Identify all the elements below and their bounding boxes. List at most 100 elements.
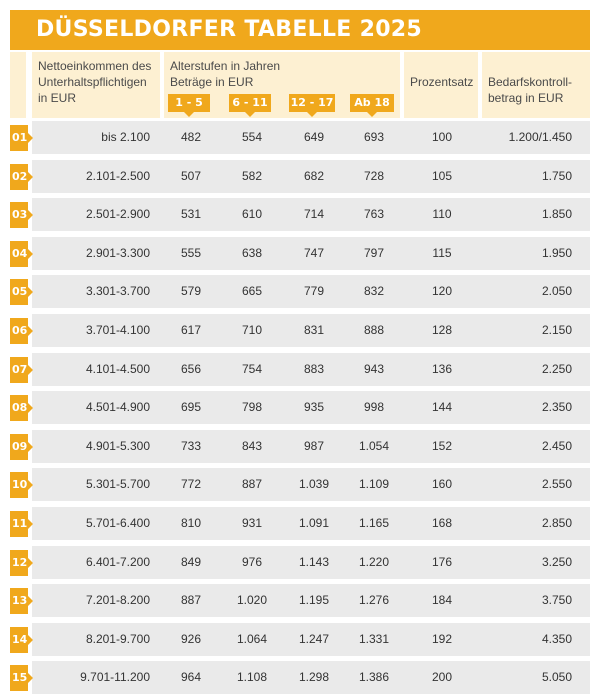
cell-a4: 943 xyxy=(363,361,385,376)
age-group-badge-3: 12 - 17 xyxy=(289,94,335,117)
cell-a3: 714 xyxy=(303,207,325,222)
row-background xyxy=(32,584,590,618)
cell-a2: 582 xyxy=(241,168,263,183)
cell-a1: 507 xyxy=(180,168,202,183)
age-group-badge-4: Ab 18 xyxy=(350,94,394,117)
cell-a3: 649 xyxy=(303,130,325,144)
age-group-badge-1: 1 - 5 xyxy=(168,94,210,117)
cell-a1: 926 xyxy=(180,631,202,646)
cell-pct: 160 xyxy=(431,477,453,492)
header-age-line-2: Beträge in EUR xyxy=(170,75,254,89)
table-row: 13 7.201-8.200 887 1.020 1.195 1.276 184 3.750 xyxy=(10,584,590,618)
header-income-line-1: Nettoeinkommen des xyxy=(38,59,152,73)
table-row: 15 9.701-11.200 964 1.108 1.298 1.386 200 5.050 xyxy=(10,661,590,695)
row-number-tab: 03 xyxy=(10,202,33,229)
cell-a3: 1.195 xyxy=(298,593,330,608)
cell-control: 3.750 xyxy=(541,593,572,608)
cell-control: 2.450 xyxy=(541,438,572,453)
cell-pct: 168 xyxy=(431,516,453,530)
cell-pct: 184 xyxy=(431,593,453,608)
cell-a2: 754 xyxy=(241,361,263,376)
row-background xyxy=(32,391,590,425)
table-row: 07 4.101-4.500 656 754 883 943 136 2.250 xyxy=(10,352,590,386)
cell-a4: 728 xyxy=(363,168,385,183)
cell-a1: 531 xyxy=(180,207,202,222)
cell-a2: 665 xyxy=(241,284,263,299)
cell-a3: 831 xyxy=(303,323,325,337)
header-control-line-1: Bedarfskontroll- xyxy=(488,75,573,89)
row-number-tab: 07 xyxy=(10,356,33,383)
cell-a4: 1.165 xyxy=(358,516,390,530)
cell-a3: 1.298 xyxy=(298,670,330,685)
cell-income: 2.101-2.500 xyxy=(85,168,150,183)
header-income-line-3: in EUR xyxy=(38,91,77,105)
table-row: 10 5.301-5.700 772 887 1.039 1.109 160 2.550 xyxy=(10,468,590,502)
cell-income: bis 2.100 xyxy=(101,130,150,144)
cell-a4: 998 xyxy=(363,400,385,415)
cell-control: 3.250 xyxy=(541,554,572,569)
cell-a4: 1.276 xyxy=(358,593,390,608)
cell-income: 2.901-3.300 xyxy=(85,245,150,260)
table-row: 03 2.501-2.900 531 610 714 763 110 1.850 xyxy=(10,198,590,232)
row-background xyxy=(32,352,590,386)
header-income-line-2: Unterhaltspflichtigen xyxy=(38,75,147,89)
cell-a4: 1.331 xyxy=(358,631,390,646)
table-row: 09 4.901-5.300 733 843 987 1.054 152 2.450 xyxy=(10,429,590,463)
cell-pct: 110 xyxy=(432,207,452,222)
row-background xyxy=(32,429,590,463)
cell-pct: 200 xyxy=(431,670,453,685)
table-row: 08 4.501-4.900 695 798 935 998 144 2.350 xyxy=(10,391,590,425)
header-control-line-2: betrag in EUR xyxy=(488,91,564,105)
cell-income: 3.701-4.100 xyxy=(85,323,150,337)
header-percent-cell: Prozentsatz xyxy=(404,52,478,118)
cell-a1: 887 xyxy=(180,593,202,608)
cell-a1: 579 xyxy=(180,284,202,299)
age-group-badge-2: 6 - 11 xyxy=(229,94,271,117)
cell-income: 3.301-3.700 xyxy=(85,284,150,299)
cell-income: 7.201-8.200 xyxy=(85,593,150,608)
page-title: DÜSSELDORFER TABELLE 2025 xyxy=(36,17,423,42)
header-age-line-1: Alterstufen in Jahren xyxy=(170,59,281,73)
row-number-tab: 05 xyxy=(10,279,33,306)
cell-pct: 176 xyxy=(431,554,453,569)
cell-control: 1.200/1.450 xyxy=(508,130,572,144)
cell-a4: 797 xyxy=(363,245,385,260)
cell-a3: 987 xyxy=(303,438,325,453)
cell-a2: 843 xyxy=(241,438,263,453)
cell-income: 4.501-4.900 xyxy=(85,400,150,415)
cell-a4: 1.386 xyxy=(358,670,390,685)
row-number-tab: 09 xyxy=(10,433,33,460)
cell-pct: 144 xyxy=(431,400,453,415)
row-background xyxy=(32,159,590,193)
cell-a4: 693 xyxy=(363,130,385,144)
cell-a2: 887 xyxy=(241,477,263,492)
cell-income: 6.401-7.200 xyxy=(85,554,150,569)
cell-control: 2.350 xyxy=(541,400,572,415)
cell-control: 2.250 xyxy=(541,361,572,376)
table-row: 12 6.401-7.200 849 976 1.143 1.220 176 3.250 xyxy=(10,545,590,579)
cell-a4: 1.054 xyxy=(358,438,390,453)
cell-control: 2.050 xyxy=(541,284,572,299)
cell-control: 2.850 xyxy=(541,516,572,530)
cell-a2: 798 xyxy=(241,400,263,415)
cell-a3: 1.247 xyxy=(298,631,330,646)
cell-a2: 976 xyxy=(241,554,263,569)
cell-a2: 1.064 xyxy=(236,631,268,646)
row-number-tab: 06 xyxy=(10,318,33,344)
cell-pct: 115 xyxy=(432,245,452,260)
row-number-tab: 10 xyxy=(10,472,33,499)
cell-a2: 1.020 xyxy=(236,593,268,608)
cell-a2: 638 xyxy=(241,245,263,260)
table-row: 02 2.101-2.500 507 582 682 728 105 1.750 xyxy=(10,159,590,193)
header-control-cell: Bedarfskontroll- betrag in EUR xyxy=(482,52,590,118)
cell-a2: 610 xyxy=(241,207,263,222)
cell-a1: 695 xyxy=(180,400,202,415)
cell-a1: 656 xyxy=(180,361,202,376)
cell-pct: 152 xyxy=(431,438,453,453)
row-background xyxy=(32,622,590,656)
row-background xyxy=(32,121,590,154)
cell-pct: 120 xyxy=(431,284,453,299)
cell-a1: 772 xyxy=(180,477,202,492)
cell-control: 2.150 xyxy=(541,323,572,337)
